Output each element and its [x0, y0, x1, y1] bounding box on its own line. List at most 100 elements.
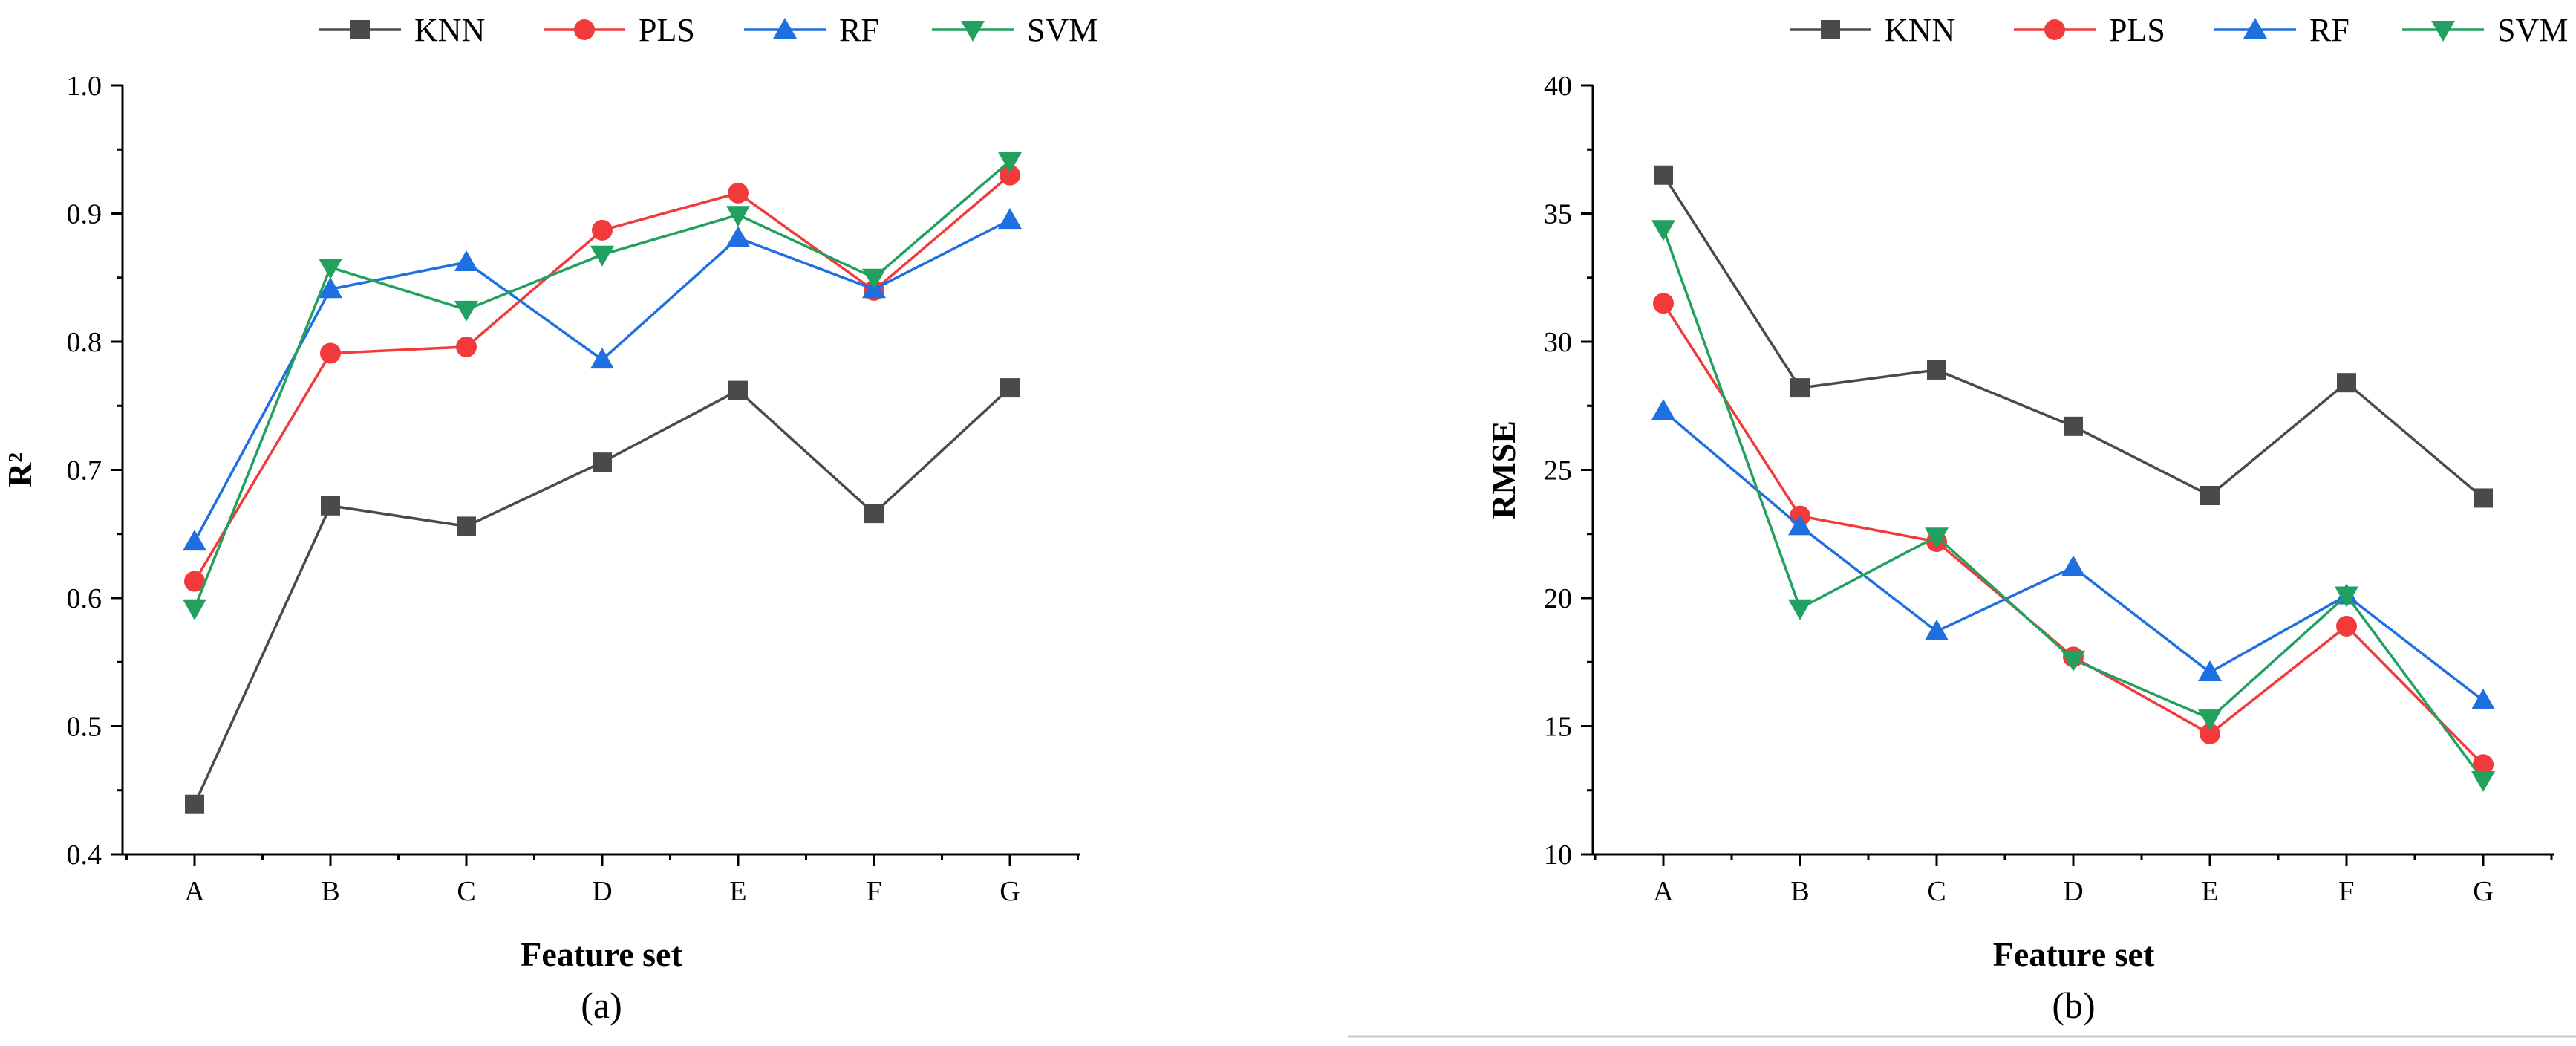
data-point-rf [2471, 689, 2495, 709]
x-tick-label: C [457, 876, 475, 907]
y-tick-label: 40 [1544, 71, 1572, 102]
y-tick-label: 0.9 [67, 199, 102, 230]
data-point-knn [321, 496, 340, 516]
y-tick-label: 0.8 [67, 327, 102, 358]
data-point-svm [590, 245, 614, 267]
data-point-knn [2200, 486, 2220, 505]
data-point-svm [183, 599, 206, 620]
data-point-svm [2335, 586, 2358, 608]
legend-label: SVM [1027, 12, 1098, 48]
data-point-knn [1654, 165, 1673, 185]
y-tick-label: 20 [1544, 583, 1572, 614]
legend-label: KNN [414, 12, 485, 48]
x-tick-label: A [184, 876, 205, 907]
x-axis-title: Feature set [1993, 935, 2155, 973]
legend-marker [574, 19, 595, 40]
y-tick-label: 1.0 [67, 71, 102, 102]
legend-item-svm: SVM [932, 12, 1098, 48]
panel-label: (b) [2052, 984, 2095, 1026]
chart-rmse: 10 15 20 25 30 35 40 A B C D E F G Feature set RMSE (b) K… [1484, 12, 2568, 1026]
data-point-knn [185, 794, 204, 814]
data-point-svm [1925, 527, 1949, 549]
data-point-knn [2064, 416, 2083, 436]
data-point-svm [2061, 650, 2085, 672]
y-tick-label: 10 [1544, 839, 1572, 871]
legend-marker [2243, 18, 2267, 39]
y-tick-label: 0.4 [67, 839, 102, 871]
legend-item-pls: PLS [2014, 12, 2165, 48]
y-tick-label: 25 [1544, 455, 1572, 487]
data-point-pls [184, 571, 205, 592]
x-tick-label: C [1927, 876, 1946, 907]
legend-label: KNN [1885, 12, 1955, 48]
data-point-rf [998, 208, 1022, 230]
data-point-svm [319, 258, 342, 279]
x-axis-title: Feature set [521, 935, 682, 973]
legend-item-rf: RF [744, 12, 879, 48]
panel-label: (a) [581, 984, 622, 1026]
legend-item-svm: SVM [2402, 12, 2568, 48]
data-point-svm [1651, 220, 1675, 241]
x-tick-label: G [2473, 876, 2493, 907]
legend-marker [1821, 20, 1840, 39]
series-line-rf [193, 218, 1011, 542]
data-point-svm [454, 300, 478, 322]
x-tick-label: D [2063, 876, 2083, 907]
chart-r2: 0.4 0.5 0.6 0.7 0.8 0.9 1.0 A B C D E F G Feature set R… [1, 12, 1098, 1026]
legend-marker [2431, 21, 2455, 42]
data-point-rf [2061, 555, 2085, 576]
data-point-knn [1927, 360, 1946, 380]
x-tick-label: B [1790, 876, 1809, 907]
data-point-knn [728, 380, 748, 400]
data-point-rf [183, 530, 206, 551]
legend-item-knn: KNN [319, 12, 485, 48]
x-tick-label: E [729, 876, 746, 907]
y-tick-label: 35 [1544, 199, 1572, 230]
series-line-knn [1662, 174, 2485, 499]
data-point-knn [1790, 378, 1810, 398]
data-point-rf [454, 250, 478, 272]
data-point-knn [864, 504, 884, 524]
data-point-rf [319, 277, 342, 299]
data-point-pls [320, 342, 341, 364]
series-line-svm [1662, 228, 2485, 781]
data-point-knn [2474, 488, 2493, 508]
data-point-pls [2473, 754, 2494, 776]
legend-item-knn: KNN [1790, 12, 1955, 48]
x-tick-label: G [1000, 876, 1020, 907]
y-tick-label: 30 [1544, 327, 1572, 358]
y-axis-title: R² [1, 452, 39, 487]
data-point-pls [1000, 164, 1020, 186]
data-point-rf [2198, 660, 2222, 682]
data-point-svm [998, 152, 1022, 173]
data-point-svm [862, 268, 886, 290]
data-point-svm [726, 206, 750, 227]
y-tick-label: 0.6 [67, 583, 102, 614]
legend-label: RF [2309, 12, 2350, 48]
data-point-rf [1925, 619, 1949, 640]
data-point-rf [1788, 514, 1812, 536]
series-line-knn [193, 386, 1011, 805]
data-point-knn [457, 516, 476, 536]
legend-label: PLS [2109, 12, 2165, 48]
x-tick-label: A [1653, 876, 1674, 907]
data-point-svm [2198, 709, 2222, 731]
data-point-knn [593, 452, 612, 472]
legend-marker [773, 18, 797, 39]
series-line-pls [1662, 302, 2485, 766]
legend-marker [350, 20, 370, 39]
legend-label: RF [839, 12, 879, 48]
data-point-svm [2471, 770, 2495, 792]
y-tick-label: 15 [1544, 712, 1572, 743]
data-point-rf [1651, 399, 1675, 420]
data-point-pls [592, 219, 613, 241]
legend-label: PLS [639, 12, 695, 48]
y-axis-title: RMSE [1484, 420, 1522, 519]
data-point-rf [590, 348, 614, 369]
data-point-pls [1653, 293, 1674, 314]
data-point-pls [2336, 615, 2357, 637]
y-tick-label: 0.7 [67, 455, 102, 487]
data-point-pls [2200, 723, 2220, 744]
data-point-knn [2337, 373, 2356, 393]
